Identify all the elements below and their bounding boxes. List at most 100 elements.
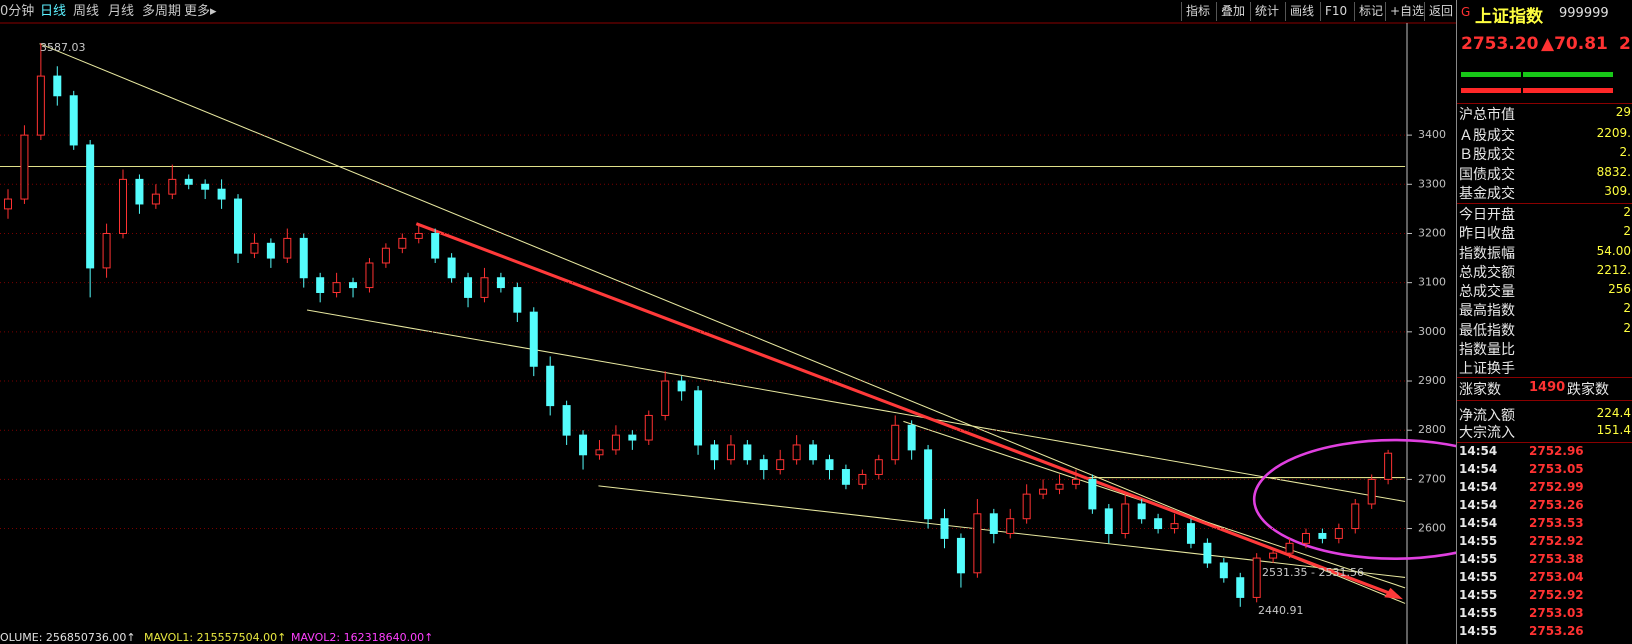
volume-label: MAVOL1: 215557504.00↑	[144, 631, 286, 644]
row-value: 256	[1608, 282, 1631, 296]
row-label: 基金成交	[1459, 186, 1515, 202]
tick-time: 14:54	[1459, 444, 1498, 458]
period-tab[interactable]: 月线	[108, 4, 135, 19]
tick-price: 2753.04	[1529, 570, 1584, 584]
tick-time: 14:55	[1459, 570, 1498, 584]
candle-body	[677, 380, 686, 392]
candle-body	[217, 188, 226, 200]
candle-body	[332, 282, 341, 293]
change: ▲70.81	[1541, 34, 1608, 54]
period-tab[interactable]: 多周期	[142, 4, 182, 19]
candle-body	[1367, 478, 1376, 505]
row-value: 29	[1615, 105, 1631, 119]
tool-button[interactable]: 返回	[1424, 2, 1457, 21]
volume-label: MAVOL2: 162318640.00↑	[291, 631, 433, 644]
candle-body	[1121, 503, 1130, 534]
y-tick-label: 3200	[1418, 226, 1446, 239]
candle-body	[924, 449, 933, 520]
tool-button[interactable]: 标记	[1354, 2, 1387, 21]
tick-time: 14:55	[1459, 534, 1498, 548]
tick-price: 2753.38	[1529, 552, 1584, 566]
tool-button[interactable]: +自选	[1385, 2, 1428, 21]
tick-price: 2753.03	[1529, 606, 1584, 620]
tool-button[interactable]: 叠加	[1216, 2, 1249, 21]
period-tab[interactable]: 更多▸	[184, 4, 217, 19]
candle-body	[726, 444, 735, 461]
quote-panel: G 上证指数 999999 2753.20 ▲70.81 2 沪总市值 29 Ａ股成交 2209.…	[1456, 0, 1632, 644]
tick-price: 2753.53	[1529, 516, 1584, 530]
arrow-head	[1384, 587, 1403, 600]
y-tick-label: 3300	[1418, 177, 1446, 190]
row-value: 2	[1623, 321, 1631, 335]
trend-line	[306, 309, 1406, 502]
candle-body	[1186, 523, 1195, 544]
trend-line	[598, 485, 1406, 578]
candle-body	[1071, 478, 1080, 485]
candle-body	[1285, 542, 1294, 554]
candle-body	[1384, 452, 1393, 480]
ratio-bar	[1461, 88, 1521, 93]
candle-body	[562, 405, 571, 436]
highlight-ellipse	[1252, 438, 1456, 560]
candle-body	[480, 277, 489, 298]
row-label: 国债成交	[1459, 167, 1515, 183]
row-value: 2212.	[1596, 263, 1631, 277]
row-label: 沪总市值	[1459, 107, 1515, 123]
candle-body	[151, 193, 160, 205]
chart: 2600 2700 2800 2900 3000 3100 3200 3300 3400 3587…	[0, 22, 1456, 644]
candle-body	[1006, 518, 1015, 534]
breadth-label: 涨家数	[1459, 382, 1501, 398]
tick-time: 14:55	[1459, 606, 1498, 620]
index-code: 999999	[1559, 6, 1609, 21]
row-label: 指数振幅	[1459, 246, 1515, 262]
y-tick-label: 2800	[1418, 423, 1446, 436]
tick-price: 2752.92	[1529, 534, 1584, 548]
price-annotation: 2531.35 - 2531.56	[1262, 566, 1364, 579]
candle-body	[184, 178, 193, 185]
tool-button[interactable]: 画线	[1285, 2, 1318, 21]
flow-value: 151.4	[1596, 423, 1631, 437]
candle-body	[579, 434, 588, 456]
period-tab[interactable]: 0分钟	[0, 4, 35, 19]
candle-body	[644, 414, 653, 441]
candle-body	[1137, 503, 1146, 520]
candle-body	[1351, 503, 1360, 530]
tick-price: 2753.26	[1529, 624, 1584, 638]
candle-body	[1318, 532, 1327, 539]
candle-body	[694, 390, 703, 446]
tick-time: 14:54	[1459, 498, 1498, 512]
row-label: 最低指数	[1459, 323, 1515, 339]
candle-body	[464, 277, 473, 298]
period-tab[interactable]: 日线	[40, 4, 67, 19]
flow-label: 大宗流入	[1459, 425, 1515, 441]
price-annotation: 2440.91	[1258, 604, 1304, 617]
badge: G	[1461, 5, 1471, 19]
tool-button[interactable]: 指标	[1181, 2, 1214, 21]
candle-body	[266, 242, 275, 259]
row-label: 今日开盘	[1459, 207, 1515, 223]
tool-button[interactable]: F10	[1320, 2, 1351, 21]
row-label: Ａ股成交	[1459, 128, 1515, 144]
candle-body	[316, 277, 325, 293]
separator	[1457, 377, 1632, 378]
candle-body	[168, 178, 177, 195]
tick-price: 2753.05	[1529, 462, 1584, 476]
candle-body	[86, 144, 95, 269]
candle-body	[891, 424, 900, 461]
tool-button[interactable]: 统计	[1250, 2, 1283, 21]
price: 2753.20	[1461, 34, 1539, 54]
candle-body	[628, 434, 637, 441]
tick-time: 14:54	[1459, 480, 1498, 494]
separator	[1457, 203, 1632, 204]
row-label: Ｂ股成交	[1459, 147, 1515, 163]
candle-body	[595, 449, 604, 456]
candle-body	[841, 469, 850, 485]
candle-body	[349, 282, 358, 289]
period-tab[interactable]: 周线	[73, 4, 100, 19]
tick-price: 2753.26	[1529, 498, 1584, 512]
change-extra: 2	[1619, 34, 1631, 54]
tick-time: 14:55	[1459, 588, 1498, 602]
candle-body	[611, 434, 620, 451]
row-label: 最高指数	[1459, 303, 1515, 319]
